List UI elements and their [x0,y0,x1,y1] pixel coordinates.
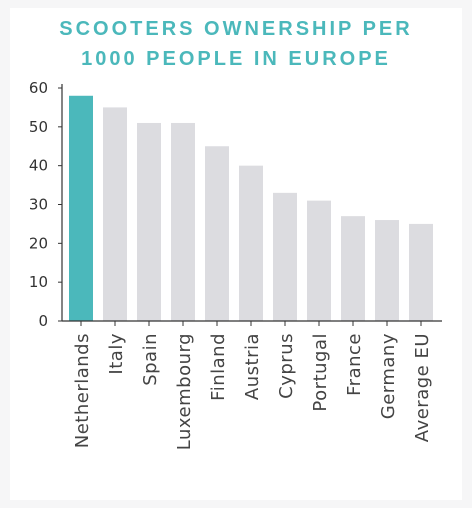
chart-title-line-2: 1000 PEOPLE IN EUROPE [81,48,391,70]
bar-portugal [307,200,331,321]
bar-france [341,216,365,321]
bars-group [69,95,433,322]
bar-average-eu [409,223,433,321]
bar-cyprus [273,192,297,321]
x-tick-label: France [344,333,365,396]
bar-luxembourg [171,122,195,321]
x-tick-label: Finland [208,333,229,401]
chart-title-line-1: SCOOTERS OWNERSHIP PER [59,18,413,40]
x-tick-label: Cyprus [276,333,297,399]
y-tick-label: 40 [29,157,48,175]
y-tick-label: 10 [29,273,48,291]
x-axis-labels: Netherlands Italy Spain Luxembourg Finland Au… [72,321,433,450]
bar-germany [375,220,399,321]
x-tick-label: Germany [378,333,399,419]
x-tick-label: Average EU [412,333,433,442]
y-axis: 0 10 20 30 40 50 60 [29,79,442,330]
bar-italy [103,107,127,322]
bar-spain [137,122,161,321]
y-tick-label: 0 [38,312,48,330]
chart-title: SCOOTERS OWNERSHIP PER 1000 PEOPLE IN EU… [0,14,472,74]
x-tick-label: Luxembourg [174,333,195,450]
y-tick-label: 50 [29,118,48,136]
x-tick-label: Netherlands [72,333,93,448]
y-tick-label: 30 [29,196,48,214]
x-tick-label: Italy [106,333,127,375]
y-tick-label: 20 [29,234,48,252]
y-tick-label: 60 [29,79,48,97]
bar-netherlands [69,95,93,322]
bar-finland [205,146,229,321]
x-tick-label: Spain [140,333,161,386]
bar-austria [239,165,263,321]
x-tick-label: Austria [242,333,263,400]
x-tick-label: Portugal [310,333,331,412]
